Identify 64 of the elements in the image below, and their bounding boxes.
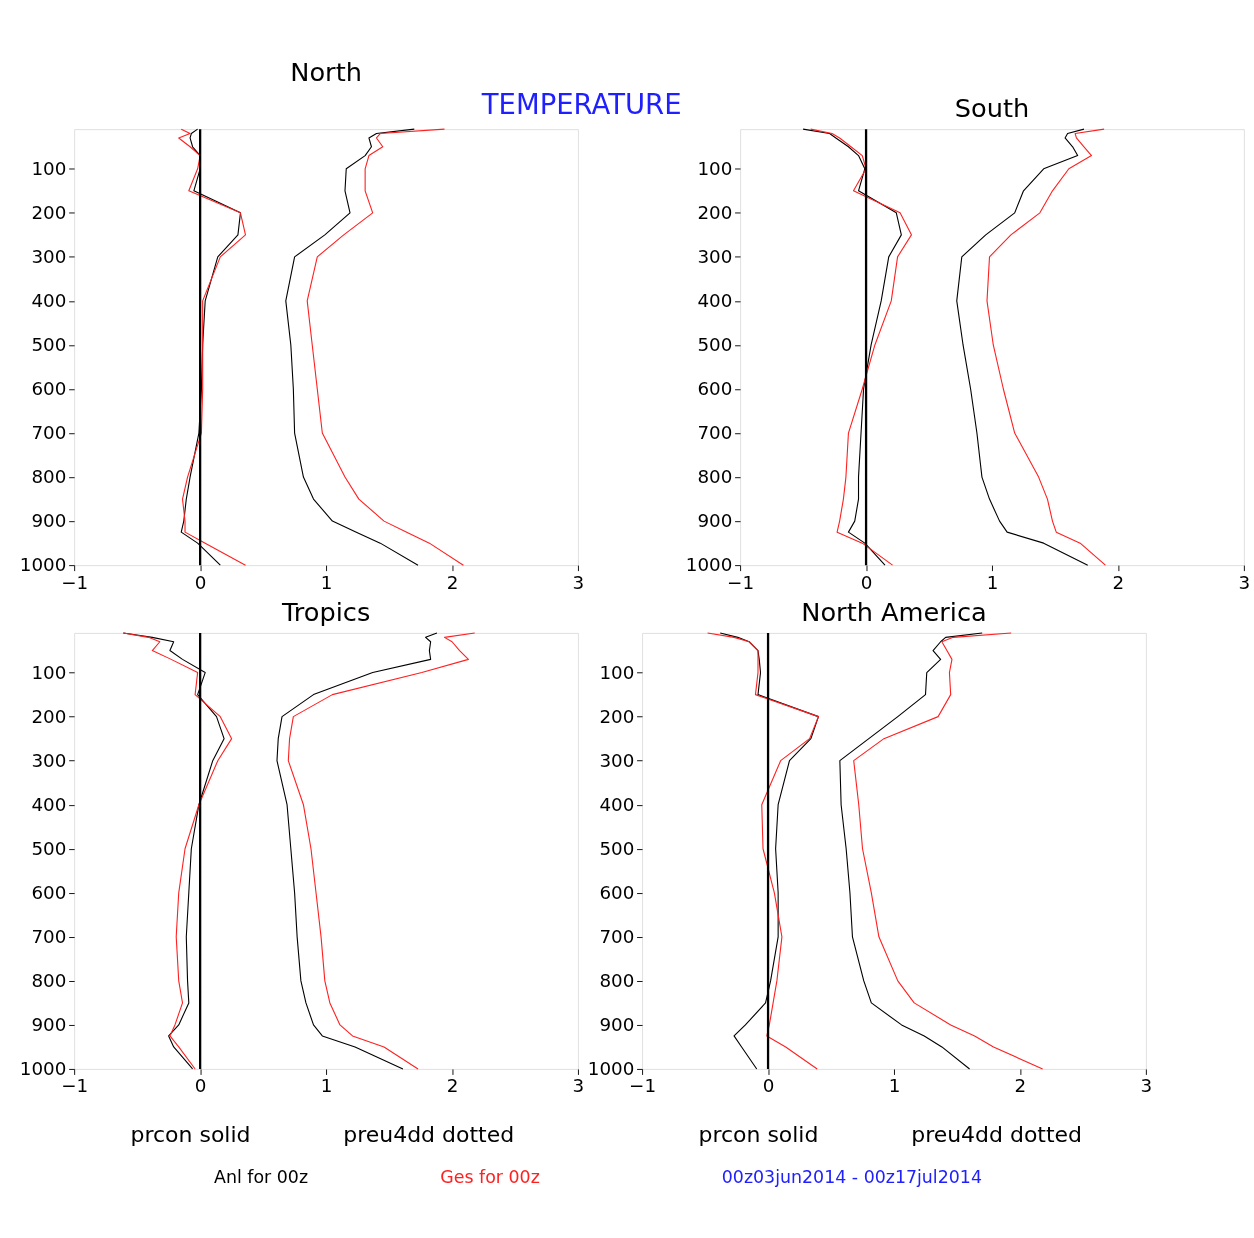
y-tick-label: 900 <box>599 1013 635 1035</box>
y-tick-label: 100 <box>697 157 733 179</box>
y-tick-label: 600 <box>599 881 635 903</box>
chart-title: Tropics <box>280 596 371 627</box>
x-tick-label: 1 <box>888 1075 901 1097</box>
y-tick-label: 400 <box>31 793 67 815</box>
x-tick-label: 2 <box>1014 1075 1027 1097</box>
x-tick-label: 1 <box>986 571 999 593</box>
text: 00z03jun2014 - 00z17jul2014 <box>721 1166 982 1187</box>
y-tick-label: 900 <box>31 510 67 532</box>
text: preu4dd dotted <box>911 1122 1083 1148</box>
y-tick-label: 100 <box>31 661 67 683</box>
x-tick-label: 0 <box>860 571 873 593</box>
y-tick-label: 500 <box>31 333 67 355</box>
y-tick-label: 100 <box>599 661 635 683</box>
y-tick-label: 700 <box>599 925 635 947</box>
y-tick-label: 500 <box>31 837 67 859</box>
y-tick-label: 800 <box>31 969 67 991</box>
y-tick-label: 600 <box>697 377 733 399</box>
text: TEMPERATURE <box>480 88 682 120</box>
y-tick-label: 500 <box>697 333 733 355</box>
y-tick-label: 200 <box>599 705 635 727</box>
x-tick-label: 3 <box>1140 1075 1153 1097</box>
y-tick-label: 800 <box>697 466 733 488</box>
text: preu4dd dotted <box>343 1122 515 1148</box>
text: prcon solid <box>698 1122 819 1148</box>
x-tick-label: 3 <box>1238 571 1251 593</box>
y-tick-label: 400 <box>599 793 635 815</box>
text: prcon solid <box>130 1122 251 1148</box>
y-tick-label: 500 <box>599 837 635 859</box>
y-tick-label: 200 <box>31 705 67 727</box>
y-tick-label: 200 <box>31 201 67 223</box>
x-tick-label: 3 <box>572 571 585 593</box>
y-tick-label: 300 <box>31 749 67 771</box>
y-tick-label: 700 <box>697 421 733 443</box>
y-tick-label: 900 <box>31 1013 67 1035</box>
y-tick-label: 600 <box>31 377 67 399</box>
y-tick-label: 200 <box>697 201 733 223</box>
chart-title: North <box>290 56 362 87</box>
x-tick-label: 0 <box>194 571 207 593</box>
x-tick-label: 2 <box>1112 571 1125 593</box>
y-tick-label: 800 <box>31 466 67 488</box>
y-tick-label: 800 <box>599 969 635 991</box>
x-tick-label: 1 <box>320 571 333 593</box>
y-tick-label: 300 <box>697 245 733 267</box>
x-tick-label: 2 <box>446 571 459 593</box>
y-tick-label: 700 <box>31 421 67 443</box>
x-tick-label: 0 <box>194 1075 207 1097</box>
y-tick-label: 100 <box>31 157 67 179</box>
y-tick-label: 300 <box>599 749 635 771</box>
y-tick-label: 400 <box>31 289 67 311</box>
text: Anl for 00z <box>214 1166 309 1187</box>
chart-title: North America <box>801 596 987 627</box>
x-tick-label: 0 <box>762 1075 775 1097</box>
chart-title: South <box>954 93 1030 124</box>
x-tick-label: 3 <box>572 1075 585 1097</box>
y-tick-label: 400 <box>697 289 733 311</box>
y-tick-label: 900 <box>697 510 733 532</box>
y-tick-label: 300 <box>31 245 67 267</box>
y-tick-label: 700 <box>31 925 67 947</box>
y-tick-label: 600 <box>31 881 67 903</box>
x-tick-label: 2 <box>446 1075 459 1097</box>
x-tick-label: 1 <box>320 1075 333 1097</box>
text: Ges for 00z <box>440 1166 540 1187</box>
